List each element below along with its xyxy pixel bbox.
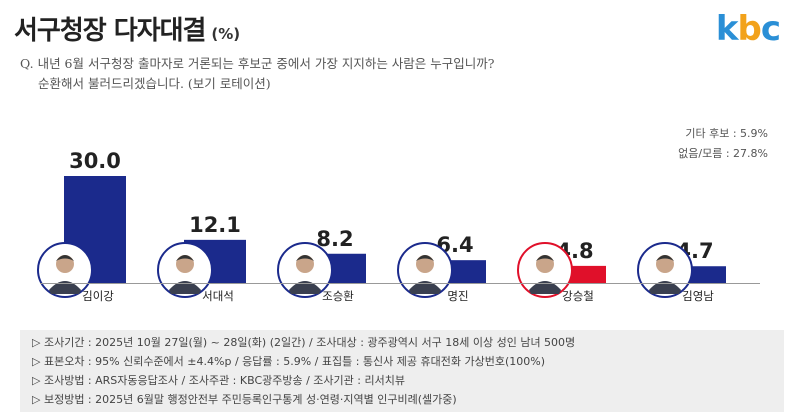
question-line-1: Q. 내년 6월 서구청장 출마자로 거론되는 후보군 중에서 가장 지지하는 … xyxy=(20,56,495,71)
logo-letter-k: k xyxy=(715,9,739,49)
none-unknown-label: 없음/모름 : 27.8% xyxy=(678,147,768,160)
logo-letter-c: c xyxy=(760,9,781,49)
candidate-name-1: 김이강 xyxy=(82,289,114,303)
candidate-name-2: 서대석 xyxy=(202,289,234,303)
survey-question: Q. 내년 6월 서구청장 출마자로 거론되는 후보군 중에서 가장 지지하는 … xyxy=(20,54,494,94)
chart-unit: (%) xyxy=(211,25,241,43)
avatar-hair-1 xyxy=(56,255,74,261)
avatar-hair-6 xyxy=(656,255,674,261)
avatar-body-5 xyxy=(529,281,561,294)
avatar-hair-2 xyxy=(176,255,194,261)
avatar-face-2 xyxy=(176,255,194,273)
avatar-body-4 xyxy=(409,281,441,294)
logo-letter-b: b xyxy=(737,9,762,49)
weighting-method: ▷ 보정방법 : 2025년 6월말 행정안전부 주민등록인구통계 성·연령·지… xyxy=(32,393,457,406)
value-label-2: 12.1 xyxy=(189,213,241,237)
candidate-name-4: 명진 xyxy=(447,289,468,303)
avatar-hair-5 xyxy=(536,255,554,261)
avatar-face-4 xyxy=(416,255,434,273)
avatar-body-6 xyxy=(649,281,681,294)
chart-title: 서구청장 다자대결 xyxy=(14,16,206,46)
value-label-1: 30.0 xyxy=(69,149,121,173)
avatar-body-2 xyxy=(169,281,201,294)
title-group: 서구청장 다자대결 (%) xyxy=(14,10,240,47)
avatar-hair-4 xyxy=(416,255,434,261)
avatar-body-1 xyxy=(49,281,81,294)
other-candidates-label: 기타 후보 : 5.9% xyxy=(685,127,768,140)
sampling-error: ▷ 표본오차 : 95% 신뢰수준에서 ±4.4%p / 응답률 : 5.9% … xyxy=(32,355,545,368)
candidate-name-6: 김영남 xyxy=(682,289,714,303)
survey-info-box: ▷ 조사기간 : 2025년 10월 27일(월) ~ 28일(화) (2일간)… xyxy=(20,330,784,412)
avatar-face-1 xyxy=(56,255,74,273)
avatar-body-3 xyxy=(289,281,321,294)
other-responses: 기타 후보 : 5.9% 없음/모름 : 27.8% xyxy=(678,124,768,164)
avatar-hair-3 xyxy=(296,255,314,261)
question-line-2: 순환해서 불러드리겠습니다. (보기 로테이션) xyxy=(38,76,271,91)
survey-method: ▷ 조사방법 : ARS자동응답조사 / 조사주관 : KBC광주방송 / 조사… xyxy=(32,374,405,387)
candidate-name-3: 조승환 xyxy=(322,289,354,303)
survey-period: ▷ 조사기간 : 2025년 10월 27일(월) ~ 28일(화) (2일간)… xyxy=(32,336,576,349)
avatar-face-6 xyxy=(656,255,674,273)
kbc-logo: kbc xyxy=(715,9,781,49)
avatar-face-5 xyxy=(536,255,554,273)
avatar-face-3 xyxy=(296,255,314,273)
candidate-name-5: 강승철 xyxy=(562,289,594,303)
value-label-3: 8.2 xyxy=(316,227,353,251)
